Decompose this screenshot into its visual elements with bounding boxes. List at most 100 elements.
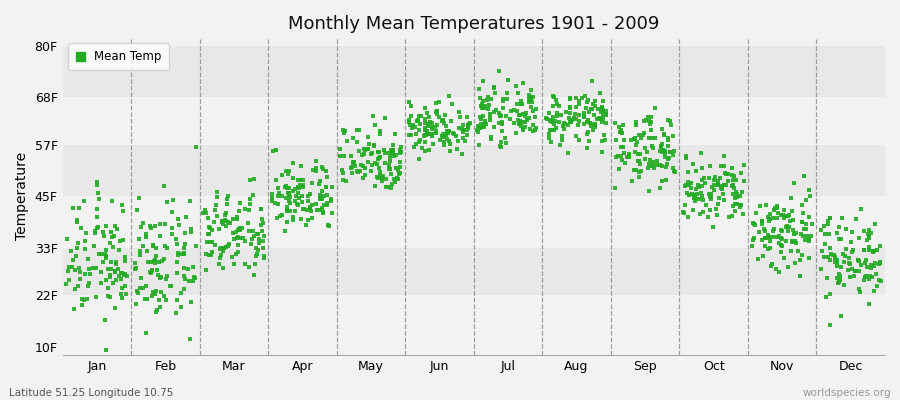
Point <box>65 264 79 270</box>
Point <box>189 243 203 249</box>
Point <box>763 210 778 217</box>
Point <box>837 259 851 265</box>
Point <box>781 212 796 218</box>
Point <box>271 192 285 199</box>
Point <box>488 90 502 97</box>
Point <box>633 161 647 167</box>
Point <box>333 152 347 159</box>
Point <box>133 285 148 292</box>
Point <box>755 237 770 244</box>
Point <box>500 96 514 102</box>
Point <box>109 261 123 268</box>
Point <box>199 210 213 216</box>
Point <box>777 214 791 221</box>
Point <box>857 247 871 254</box>
Point <box>215 218 230 224</box>
Point <box>220 242 235 249</box>
Point <box>383 154 398 160</box>
Point <box>139 283 153 289</box>
Point <box>429 111 444 117</box>
Point <box>232 208 247 214</box>
Point <box>824 256 838 263</box>
Point <box>824 291 838 298</box>
Point <box>236 235 250 242</box>
Point <box>387 176 401 182</box>
Point <box>666 132 680 139</box>
Point <box>544 119 559 125</box>
Point <box>446 130 460 136</box>
Point <box>291 184 305 190</box>
Point <box>247 272 261 278</box>
Point <box>815 248 830 255</box>
Point <box>747 222 761 228</box>
Point <box>278 184 293 191</box>
Point <box>729 177 743 183</box>
Point <box>300 207 314 214</box>
Point <box>476 105 491 111</box>
Point <box>382 166 396 172</box>
Point <box>688 194 702 200</box>
Point <box>553 142 567 148</box>
Point <box>256 232 271 239</box>
Point <box>321 222 336 229</box>
Point <box>144 293 158 299</box>
Point <box>644 118 658 125</box>
Point <box>612 166 626 172</box>
Point <box>305 167 320 174</box>
Point <box>483 96 498 102</box>
Point <box>644 114 658 120</box>
Point <box>131 289 146 296</box>
Point <box>862 276 877 283</box>
Point <box>199 267 213 274</box>
Point <box>595 148 609 155</box>
Point <box>476 77 491 84</box>
Point <box>597 113 611 119</box>
Point <box>628 167 643 174</box>
Point <box>725 202 740 209</box>
Point <box>379 183 393 190</box>
Point <box>484 136 499 142</box>
Point <box>378 160 392 167</box>
Point <box>642 161 656 167</box>
Point <box>275 212 290 218</box>
Point <box>61 277 76 284</box>
Point <box>796 218 810 225</box>
Point <box>439 131 454 138</box>
Point <box>867 288 881 294</box>
Point <box>404 112 419 119</box>
Point <box>148 222 162 229</box>
Point <box>376 172 391 179</box>
Point <box>572 112 587 118</box>
Point <box>353 168 367 174</box>
Point <box>356 163 370 170</box>
Point <box>444 118 458 124</box>
Point <box>294 193 309 200</box>
Point <box>392 171 406 177</box>
Point <box>182 278 196 284</box>
Point <box>456 122 471 128</box>
Point <box>292 185 306 192</box>
Point <box>345 163 359 170</box>
Point <box>256 255 271 262</box>
Point <box>692 196 706 203</box>
Point <box>439 128 454 134</box>
Point <box>316 209 330 216</box>
Point <box>199 251 213 258</box>
Point <box>139 231 153 238</box>
Point <box>441 130 455 136</box>
Point <box>281 190 295 196</box>
Point <box>556 120 571 127</box>
Point <box>356 175 371 181</box>
Point <box>268 147 283 154</box>
Point <box>663 149 678 156</box>
Point <box>319 184 333 191</box>
Point <box>763 216 778 222</box>
Point <box>99 253 113 260</box>
Point <box>657 131 671 138</box>
Point <box>358 147 373 153</box>
Point <box>383 147 398 153</box>
Point <box>461 125 475 131</box>
Point <box>733 193 747 200</box>
Point <box>595 118 609 125</box>
Point <box>164 283 178 290</box>
